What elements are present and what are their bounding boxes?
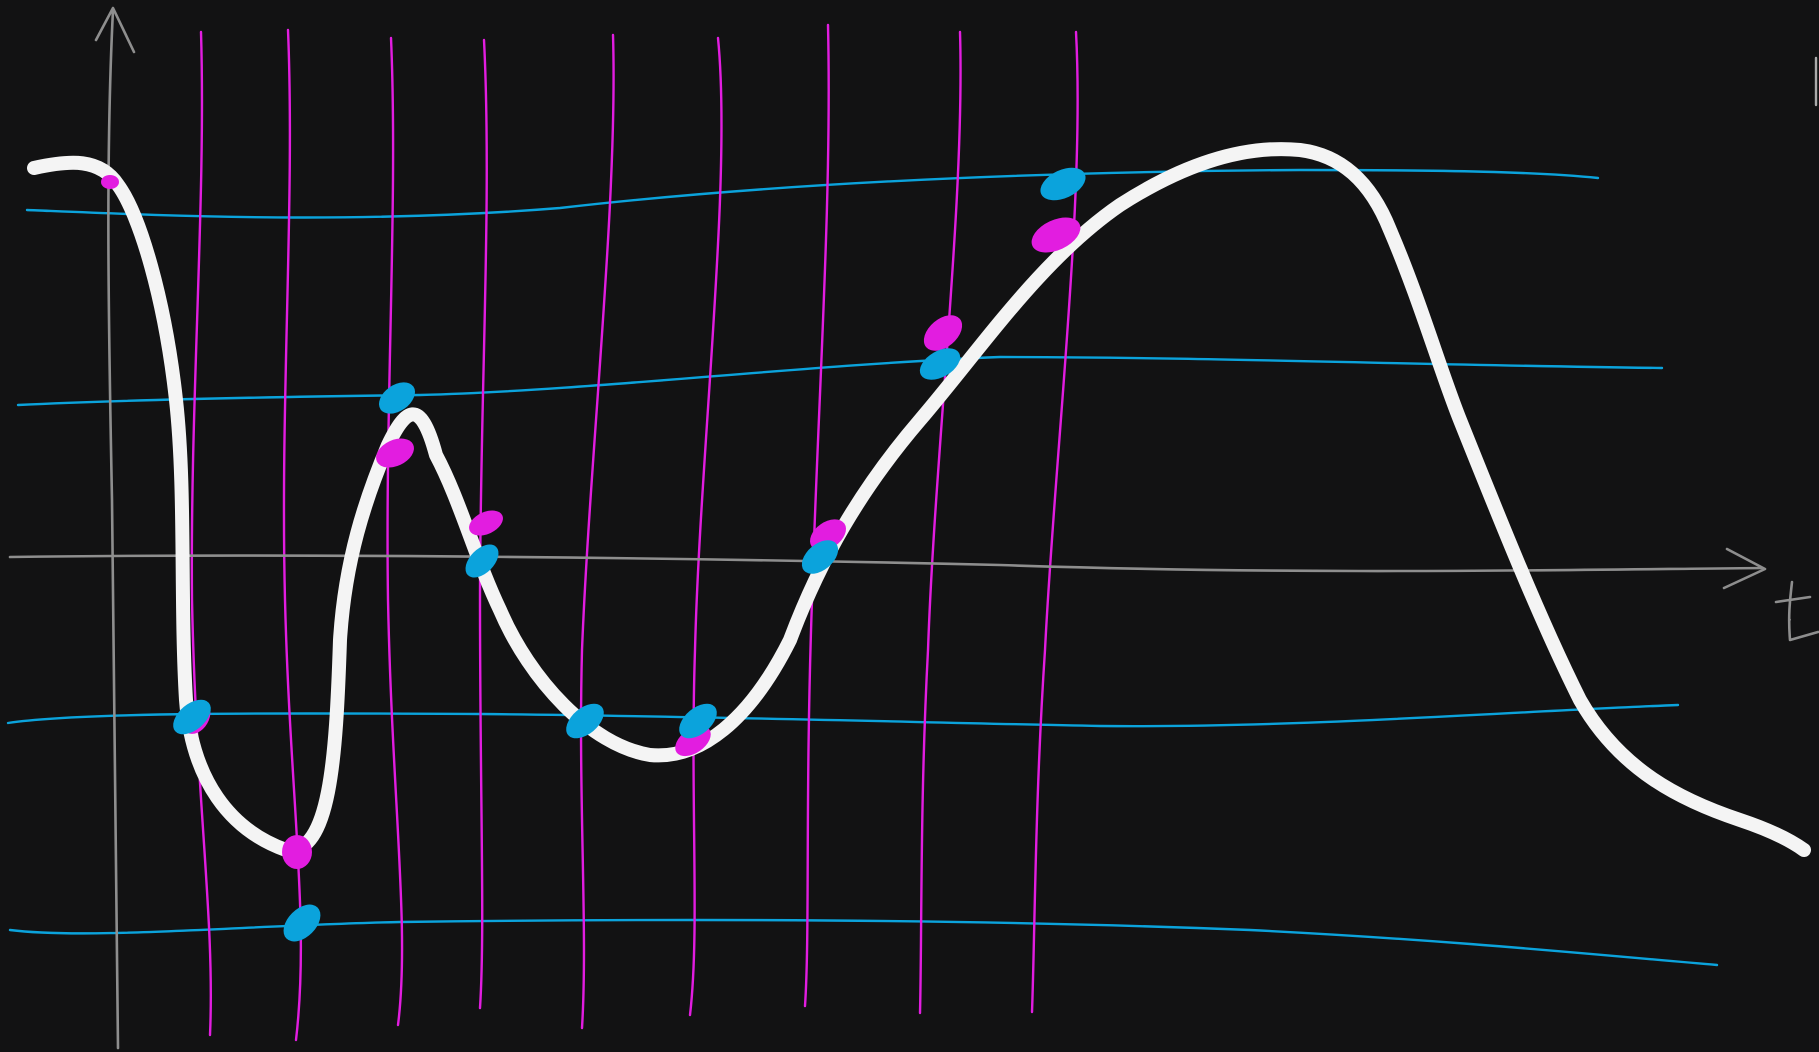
horizontal-line-1 <box>25 168 1600 219</box>
horizontal-lines <box>6 168 1719 967</box>
time-axis-label-t <box>1774 580 1819 642</box>
vertical-line-6 <box>688 36 723 1017</box>
blue-sample-9 <box>1040 167 1086 201</box>
blue-sample-2 <box>283 904 321 942</box>
blue-sample-6 <box>679 703 717 739</box>
blue-sample-7 <box>801 540 839 574</box>
signal-curve <box>27 142 1811 858</box>
time-axis-arrowhead <box>1722 547 1767 590</box>
vertical-line-8 <box>918 30 962 1015</box>
vertical-line-1 <box>190 30 213 1037</box>
horizontal-line-2 <box>16 355 1664 407</box>
magenta-sample-1 <box>101 175 119 189</box>
horizontal-line-4 <box>8 918 1719 967</box>
vertical-line-5 <box>579 33 615 1030</box>
vertical-line-4 <box>478 38 488 1010</box>
magenta-sample-4 <box>376 438 414 468</box>
horizontal-line-3 <box>6 703 1680 728</box>
blue-sample-5 <box>566 703 604 739</box>
magenta-sample-3 <box>282 835 312 869</box>
vertical-lines <box>190 23 1079 1042</box>
magenta-sample-5 <box>469 510 503 536</box>
amplitude-axis-arrowhead <box>94 6 136 54</box>
magenta-sample-8 <box>923 315 963 351</box>
blue-sample-1 <box>173 699 211 735</box>
vertical-line-9 <box>1030 30 1079 1014</box>
vertical-line-3 <box>386 36 404 1027</box>
blue-sample-8 <box>919 348 961 380</box>
blue-samples <box>173 167 1086 942</box>
amplitude-axis <box>107 8 120 1050</box>
blue-sample-4 <box>465 544 499 578</box>
blue-sample-3 <box>378 382 416 414</box>
magenta-sample-9 <box>1031 217 1081 253</box>
